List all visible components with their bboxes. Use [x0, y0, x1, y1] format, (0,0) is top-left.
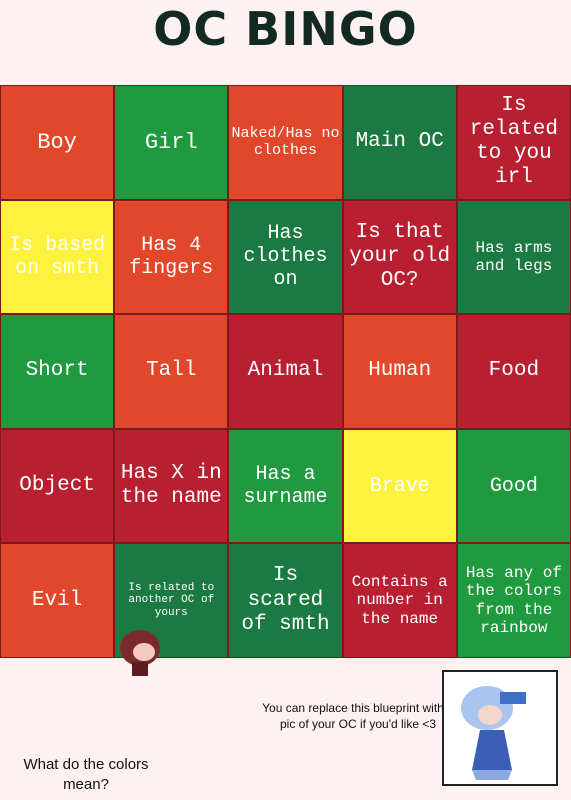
bingo-cell: Is that your old OC? [343, 200, 456, 314]
bingo-cell: Has 4 fingers [115, 200, 228, 314]
bingo-cell: Girl [115, 86, 228, 199]
bingo-cell: Animal [229, 315, 342, 428]
bingo-cell: Is related to you irl [457, 86, 570, 199]
bingo-cell: Food [457, 315, 570, 428]
bingo-cell: Object [1, 429, 114, 543]
bingo-cell: Main OC [343, 86, 456, 199]
bingo-cell: Has X in the name [115, 429, 228, 543]
oc-picture [442, 670, 558, 786]
bingo-cell: Naked/Has no clothes [229, 86, 342, 199]
question: What do the colors mean? [23, 756, 149, 793]
bingo-cell: Evil [1, 544, 114, 657]
bingo-cell: Has any of the colors from the rainbow [457, 544, 570, 657]
bingo-cell: Has a surname [229, 429, 342, 543]
bingo-cell: Tall [115, 315, 228, 428]
bingo-cell: Human [343, 315, 456, 428]
bingo-cell: Short [1, 315, 114, 428]
title: OC BINGO [153, 2, 418, 56]
bingo-cell: Is based on smth [1, 200, 114, 314]
bingo-cell: Contains a number in the name [343, 544, 456, 657]
bingo-cell: Has clothes on [229, 200, 342, 314]
bingo-cell: Is scared of smth [229, 544, 342, 657]
bingo-cell: Boy [1, 86, 114, 199]
bingo-grid: Boy Girl Naked/Has no clothes Main OC Is rel… [0, 85, 571, 658]
doodle [120, 630, 160, 676]
bingo-cell: Has arms and legs [457, 200, 570, 314]
note: You can replace this blueprint with a pi… [262, 701, 454, 732]
bingo-cell: Good [457, 429, 570, 543]
bingo-cell: Brave [343, 429, 456, 543]
